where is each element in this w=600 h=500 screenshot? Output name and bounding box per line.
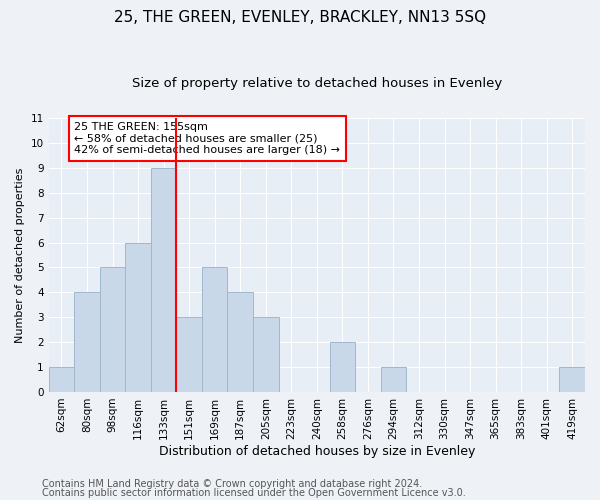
Bar [227,292,253,392]
Bar [176,318,202,392]
Bar [202,268,227,392]
Bar [100,268,125,392]
Bar [253,318,278,392]
Bar [151,168,176,392]
Bar [74,292,100,392]
X-axis label: Distribution of detached houses by size in Evenley: Distribution of detached houses by size … [158,444,475,458]
Text: 25 THE GREEN: 155sqm
← 58% of detached houses are smaller (25)
42% of semi-detac: 25 THE GREEN: 155sqm ← 58% of detached h… [74,122,340,155]
Bar [380,367,406,392]
Y-axis label: Number of detached properties: Number of detached properties [15,168,25,342]
Bar [329,342,355,392]
Bar [49,367,74,392]
Text: Contains HM Land Registry data © Crown copyright and database right 2024.: Contains HM Land Registry data © Crown c… [42,479,422,489]
Bar [125,242,151,392]
Title: Size of property relative to detached houses in Evenley: Size of property relative to detached ho… [132,78,502,90]
Bar [559,367,585,392]
Text: 25, THE GREEN, EVENLEY, BRACKLEY, NN13 5SQ: 25, THE GREEN, EVENLEY, BRACKLEY, NN13 5… [114,10,486,25]
Text: Contains public sector information licensed under the Open Government Licence v3: Contains public sector information licen… [42,488,466,498]
